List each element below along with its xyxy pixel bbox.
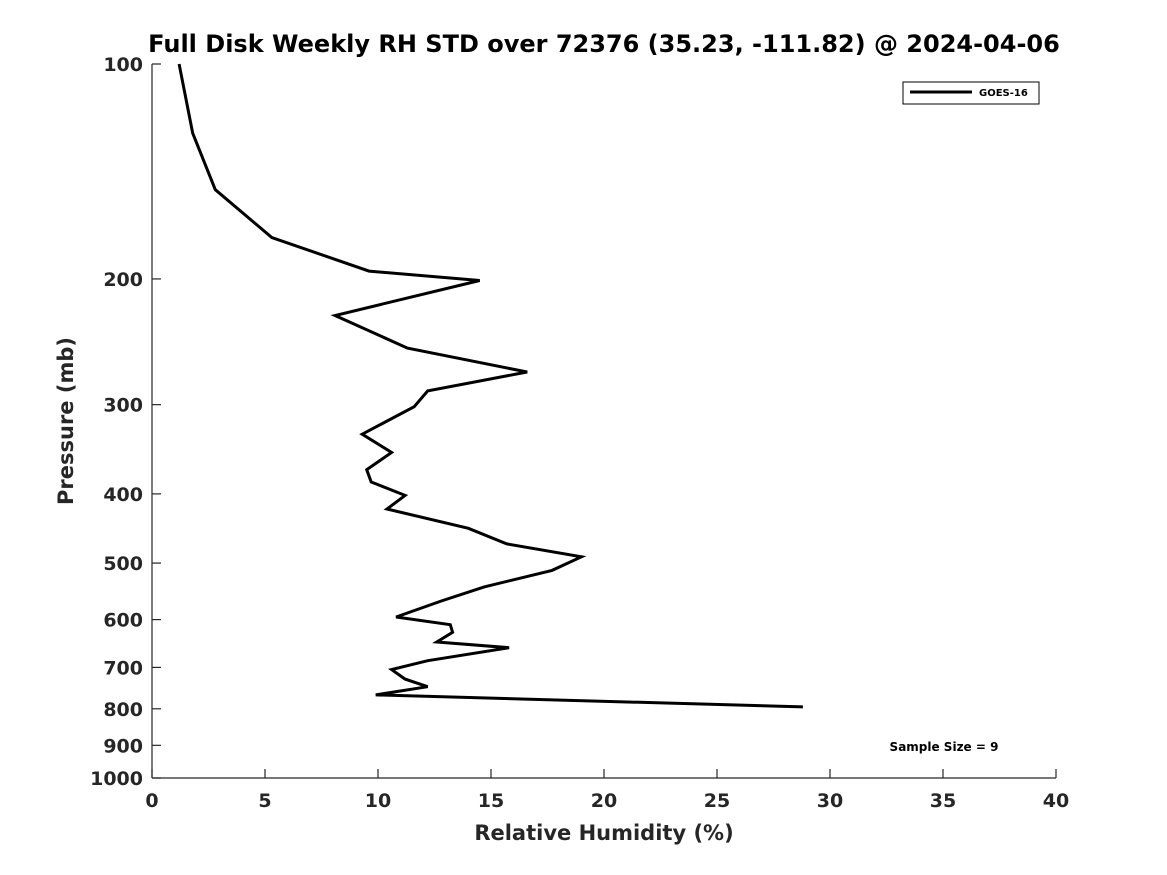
- y-tick-label: 900: [103, 735, 143, 757]
- x-tick-label: 15: [478, 790, 504, 812]
- x-tick-label: 20: [591, 790, 617, 812]
- x-tick-label: 40: [1043, 790, 1069, 812]
- x-tick-label: 10: [365, 790, 391, 812]
- y-axis-label: Pressure (mb): [54, 337, 78, 505]
- y-tick-label: 600: [103, 610, 143, 632]
- x-tick-label: 5: [258, 790, 271, 812]
- x-tick-label: 25: [704, 790, 730, 812]
- plot-axes: [151, 64, 1056, 779]
- y-tick-label: 1000: [90, 768, 143, 790]
- sample-size-annotation: Sample Size = 9: [890, 740, 999, 754]
- legend-entry-goes-16: GOES-16: [979, 88, 1028, 99]
- y-tick-label: 500: [103, 553, 143, 575]
- y-axis-ticks: 100 200 300 400 500 600 700 800 900 1000: [90, 54, 161, 790]
- y-tick-label: 800: [103, 699, 143, 721]
- y-tick-label: 200: [103, 269, 143, 291]
- y-tick-label: 100: [103, 54, 143, 76]
- x-tick-label: 30: [817, 790, 843, 812]
- legend-box: GOES-16: [902, 81, 1040, 105]
- x-tick-label: 0: [145, 790, 158, 812]
- x-tick-label: 35: [930, 790, 956, 812]
- x-axis-ticks: 0 5 10 15 20 25 30 35 40: [145, 769, 1069, 812]
- goes-16-rh-std-line: [177, 63, 803, 709]
- y-tick-label: 700: [103, 657, 143, 679]
- y-tick-label: 300: [103, 395, 143, 417]
- y-tick-label: 400: [103, 484, 143, 506]
- x-axis-label: Relative Humidity (%): [474, 821, 733, 845]
- chart-title: Full Disk Weekly RH STD over 72376 (35.2…: [148, 30, 1060, 58]
